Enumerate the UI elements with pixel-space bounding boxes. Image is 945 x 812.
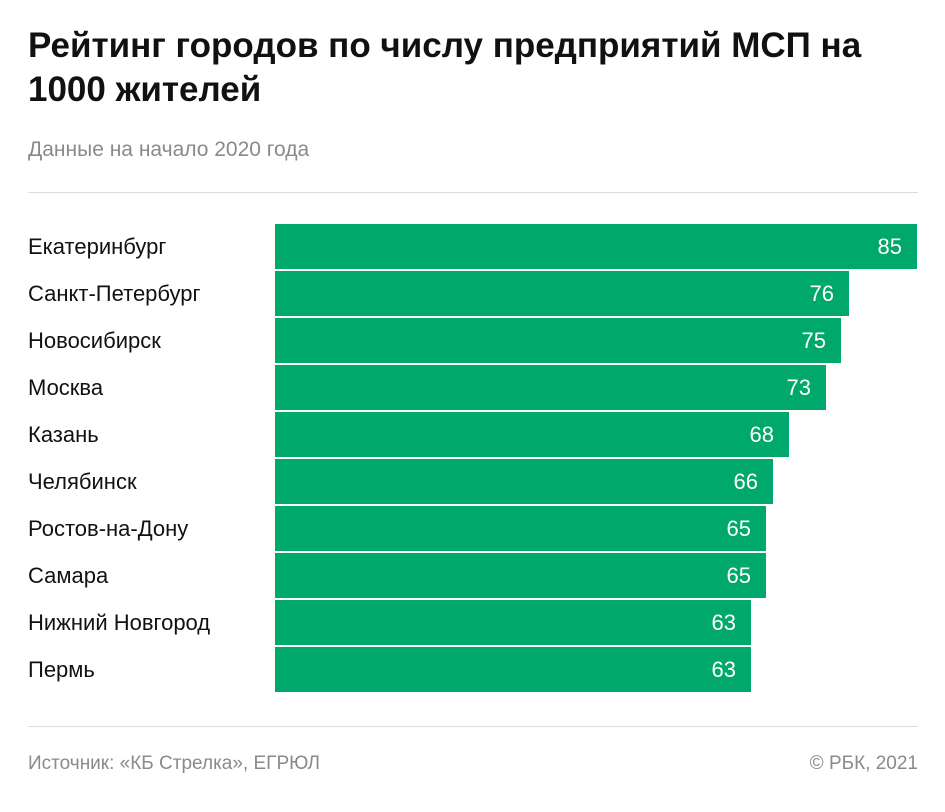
bar xyxy=(275,506,766,551)
source-note: Источник: «КБ Стрелка», ЕГРЮЛ xyxy=(28,753,320,774)
bar-value-label: 65 xyxy=(726,563,751,588)
bar-value-label: 65 xyxy=(726,516,751,541)
top-divider xyxy=(28,192,918,193)
category-label: Пермь xyxy=(28,657,95,682)
bar xyxy=(275,600,751,645)
bar-value-label: 68 xyxy=(749,422,774,447)
bar xyxy=(275,412,789,457)
bar xyxy=(275,647,751,692)
bar xyxy=(275,318,841,363)
bar xyxy=(275,553,766,598)
bar-value-label: 75 xyxy=(801,328,826,353)
copyright-note: © РБК, 2021 xyxy=(809,753,918,774)
bar-value-label: 73 xyxy=(786,375,811,400)
bar xyxy=(275,224,917,269)
bar-value-label: 66 xyxy=(733,469,758,494)
bottom-divider xyxy=(28,726,918,727)
bar-value-label: 63 xyxy=(711,657,736,682)
category-label: Москва xyxy=(28,375,104,400)
category-label: Екатеринбург xyxy=(28,234,167,259)
bar-value-label: 63 xyxy=(711,610,736,635)
bar-value-label: 76 xyxy=(809,281,834,306)
bar xyxy=(275,271,849,316)
category-label: Самара xyxy=(28,563,109,588)
category-label: Челябинск xyxy=(28,469,137,494)
category-label: Новосибирск xyxy=(28,328,161,353)
chart-title: Рейтинг городов по числу предприятий МСП… xyxy=(28,26,862,109)
bar xyxy=(275,365,826,410)
category-label: Нижний Новгород xyxy=(28,610,211,635)
bar-value-label: 85 xyxy=(877,234,902,259)
category-label: Санкт-Петербург xyxy=(28,281,201,306)
bar xyxy=(275,459,773,504)
category-label: Казань xyxy=(28,422,99,447)
chart-subtitle: Данные на начало 2020 года xyxy=(28,138,310,161)
category-label: Ростов-на-Дону xyxy=(28,516,189,541)
